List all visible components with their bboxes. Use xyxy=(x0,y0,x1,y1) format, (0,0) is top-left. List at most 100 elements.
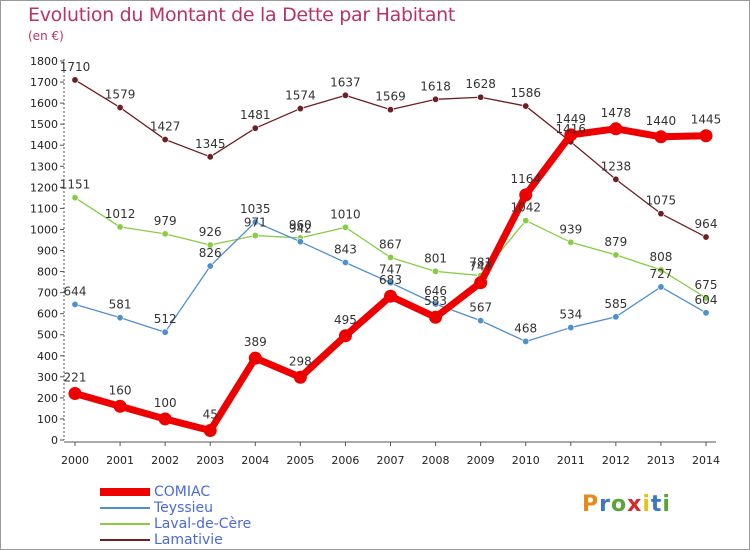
data-point xyxy=(341,223,349,231)
x-tick-label: 2013 xyxy=(647,454,675,467)
data-point xyxy=(519,188,533,202)
data-point xyxy=(296,238,304,246)
legend-label: COMIAC xyxy=(154,484,211,500)
legend-item: COMIAC xyxy=(100,484,340,500)
y-tick-label: 500 xyxy=(37,329,58,342)
data-label: 960 xyxy=(289,218,312,232)
data-label: 1151 xyxy=(60,178,91,192)
data-point xyxy=(432,300,440,308)
data-label: 100 xyxy=(154,396,177,410)
x-tick-label: 2005 xyxy=(286,454,314,467)
data-point xyxy=(567,238,575,246)
x-tick-label: 2009 xyxy=(467,454,495,467)
data-point xyxy=(654,130,668,144)
legend-swatch xyxy=(100,507,150,509)
data-point xyxy=(612,251,620,259)
chart-subtitle: (en €) xyxy=(28,29,64,43)
y-tick-label: 800 xyxy=(37,266,58,279)
data-point xyxy=(609,122,623,136)
data-label: 683 xyxy=(379,273,402,287)
data-label: 971 xyxy=(244,216,267,230)
data-point xyxy=(341,91,349,99)
x-tick-label: 2008 xyxy=(422,454,450,467)
x-tick-label: 2010 xyxy=(512,454,540,467)
data-point xyxy=(113,399,127,413)
data-point xyxy=(432,95,440,103)
x-tick-label: 2001 xyxy=(106,454,134,467)
data-label: 1238 xyxy=(601,159,632,173)
legend-item: Lamativie xyxy=(100,532,340,548)
data-point xyxy=(657,283,665,291)
data-label: 1075 xyxy=(646,194,677,208)
data-label: 1012 xyxy=(105,207,136,221)
data-label: 675 xyxy=(695,278,718,292)
x-tick-label: 2007 xyxy=(377,454,405,467)
y-tick-label: 1400 xyxy=(30,139,58,152)
data-label: 1637 xyxy=(330,75,361,89)
data-label: 495 xyxy=(334,313,357,327)
data-point xyxy=(386,253,394,261)
logo-letter: P xyxy=(582,492,600,517)
data-label: 808 xyxy=(649,250,672,264)
data-point xyxy=(657,266,665,274)
data-point xyxy=(158,412,172,426)
data-point xyxy=(612,175,620,183)
data-label: 604 xyxy=(695,293,718,307)
y-tick-label: 1700 xyxy=(30,76,58,89)
data-label: 512 xyxy=(154,312,177,326)
data-label: 843 xyxy=(334,243,357,257)
data-point xyxy=(161,328,169,336)
x-tick-label: 2004 xyxy=(241,454,269,467)
data-label: 1618 xyxy=(420,79,451,93)
y-tick-label: 0 xyxy=(51,434,58,447)
data-label: 534 xyxy=(559,308,582,322)
data-label: 747 xyxy=(469,260,492,274)
data-label: 964 xyxy=(695,217,718,231)
data-point xyxy=(341,259,349,267)
legend-item: Laval-de-Cère xyxy=(100,516,340,532)
y-tick-label: 1100 xyxy=(30,202,58,215)
data-point xyxy=(522,337,530,345)
data-label: 979 xyxy=(154,214,177,228)
data-point xyxy=(251,124,259,132)
data-label: 1710 xyxy=(60,60,91,74)
data-point xyxy=(564,128,578,142)
logo-letter: t xyxy=(650,492,663,517)
data-point xyxy=(206,241,214,249)
data-label: 1035 xyxy=(240,202,271,216)
data-label: 939 xyxy=(559,222,582,236)
logo-letter: i xyxy=(662,492,671,517)
chart-title: Evolution du Montant de la Dette par Hab… xyxy=(28,4,456,26)
x-tick-label: 2011 xyxy=(557,454,585,467)
data-point xyxy=(384,289,397,303)
data-label: 1574 xyxy=(285,89,316,103)
y-tick-label: 300 xyxy=(37,371,58,384)
data-point xyxy=(432,267,440,275)
data-label: 1478 xyxy=(601,106,632,120)
data-label: 1628 xyxy=(465,77,496,91)
data-point xyxy=(248,351,262,365)
data-label: 221 xyxy=(64,370,87,384)
data-point xyxy=(522,217,530,225)
data-label: 942 xyxy=(289,222,312,236)
data-label: 1445 xyxy=(691,113,722,127)
data-point xyxy=(206,153,214,161)
data-point xyxy=(71,76,79,84)
data-label: 781 xyxy=(469,256,492,270)
legend-swatch xyxy=(100,488,150,496)
y-tick-label: 700 xyxy=(37,287,58,300)
data-point xyxy=(116,104,124,112)
y-tick-label: 1300 xyxy=(30,160,58,173)
x-tick-label: 2003 xyxy=(196,454,224,467)
data-label: 389 xyxy=(244,335,267,349)
data-label: 1416 xyxy=(556,122,587,136)
legend: COMIAC Teyssieu Laval-de-Cère Lamativie xyxy=(100,484,340,548)
data-point xyxy=(293,370,307,384)
y-tick-label: 200 xyxy=(37,392,58,405)
proxiti-logo: Proxiti xyxy=(582,492,671,517)
data-point xyxy=(429,310,443,324)
y-tick-label: 1800 xyxy=(30,55,58,68)
data-point xyxy=(203,424,217,438)
